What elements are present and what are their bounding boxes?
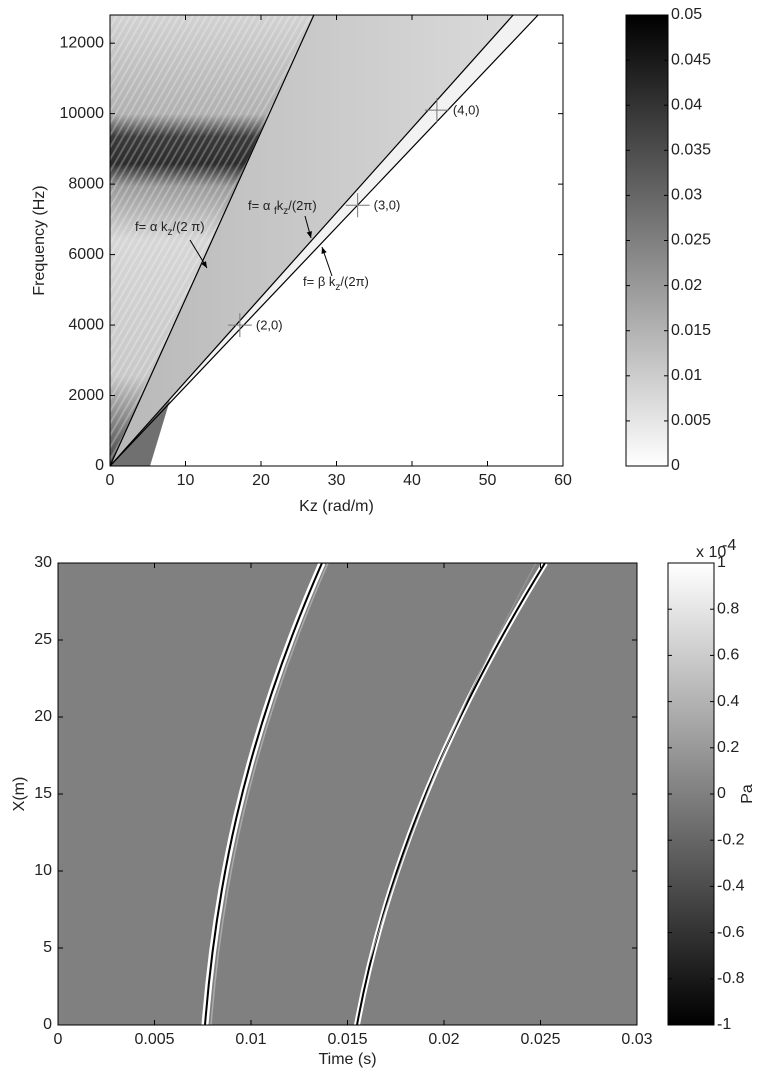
y-tick-label: 25 — [34, 631, 52, 648]
colorbar-tick-label: -0.8 — [717, 970, 745, 987]
spectrum-image — [110, 15, 563, 466]
colorbar-tick-label: 0 — [671, 457, 680, 474]
annotation-text: /(2π) — [340, 274, 368, 289]
colorbar-tick-label: 0.045 — [671, 51, 711, 68]
y-tick-label: 10 — [34, 862, 52, 879]
colorbar-tick-label: 1 — [717, 554, 726, 571]
wavefield-image — [58, 563, 637, 1025]
annotation-text: k — [277, 198, 284, 213]
colorbar-scale: x 10 — [696, 544, 726, 561]
colorbar-tick-label: 0.01 — [671, 367, 702, 384]
colorbar-scale-exponent: -4 — [722, 537, 736, 554]
x-tick-label: 40 — [403, 472, 421, 489]
y-tick-label: 20 — [34, 708, 52, 725]
y-tick-label: 5 — [43, 939, 52, 956]
colorbar-tick-label: 0.025 — [671, 232, 711, 249]
mode-label: (3,0) — [374, 198, 401, 213]
dispersion-line — [110, 15, 315, 466]
arrow-head — [201, 261, 207, 268]
line-group — [110, 15, 315, 466]
y-tick-label: 30 — [34, 554, 52, 571]
arrow-head — [306, 231, 312, 238]
x-tick-label: 0.02 — [428, 1031, 459, 1048]
x-tick-label: 0.015 — [327, 1031, 367, 1048]
y-tick-label: 15 — [34, 785, 52, 802]
x-tick-label: 20 — [252, 472, 270, 489]
y-tick-label: 8000 — [68, 175, 104, 192]
mode-marker — [227, 313, 252, 338]
annotation-text: /(2π) — [288, 198, 316, 213]
colorbar — [667, 562, 715, 1026]
line-group — [110, 15, 514, 466]
mode-label: (4,0) — [453, 103, 480, 118]
x-tick-label: 0.005 — [134, 1031, 174, 1048]
colorbar-label: Pa — [739, 784, 756, 804]
x-tick-label: 0.01 — [235, 1031, 266, 1048]
x-tick-label: 0 — [106, 472, 115, 489]
colorbar-tick-label: 0 — [717, 785, 726, 802]
subscript: z — [167, 227, 172, 238]
subscript: f — [274, 206, 277, 217]
colorbar-tick-label: 0.005 — [671, 412, 711, 429]
colorbar-tick-label: -0.4 — [717, 878, 745, 895]
y-tick-label: 6000 — [68, 246, 104, 263]
x-tick-label: 0 — [54, 1031, 63, 1048]
x-tick-label: 0.025 — [520, 1031, 560, 1048]
colorbar — [625, 14, 669, 467]
arrow-head — [321, 247, 327, 254]
y-axis-label: Frequency (Hz) — [31, 185, 48, 295]
annotation-text: /(2 π) — [172, 219, 204, 234]
colorbar-tick-label: 0.03 — [671, 187, 702, 204]
mode-marker — [345, 193, 370, 218]
colorbar-tick-label: -1 — [717, 1016, 731, 1033]
y-tick-label: 12000 — [60, 34, 105, 51]
colorbar-tick-label: 0.4 — [717, 693, 739, 710]
mode-label: (2,0) — [256, 318, 283, 333]
y-tick-label: 0 — [95, 457, 104, 474]
annotation: f= α fkz/(2π) — [248, 198, 317, 216]
colorbar-tick-label: 0.05 — [671, 6, 702, 23]
y-tick-label: 10000 — [60, 105, 105, 122]
mode-marker — [424, 98, 449, 123]
y-tick-label: 2000 — [68, 387, 104, 404]
colorbar-tick-label: 0.04 — [671, 96, 702, 113]
annotation-text: f= α — [248, 198, 274, 213]
colorbar-tick-label: 0.015 — [671, 322, 711, 339]
line-group — [110, 15, 539, 466]
colorbar-tick-label: -0.6 — [717, 924, 745, 941]
x-tick-label: 10 — [177, 472, 195, 489]
x-tick-label: 50 — [479, 472, 497, 489]
colorbar-tick-label: 0.2 — [717, 739, 739, 756]
subscript: z — [283, 206, 288, 217]
colorbar-tick-label: -0.2 — [717, 831, 745, 848]
y-tick-label: 4000 — [68, 316, 104, 333]
annotation-text: f= β k — [303, 274, 336, 289]
x-axis-label: Time (s) — [318, 1051, 376, 1068]
x-tick-label: 30 — [328, 472, 346, 489]
dispersion-line — [110, 15, 539, 466]
x-axis-label: Kz (rad/m) — [299, 498, 374, 515]
colorbar-tick-label: 0.6 — [717, 647, 739, 664]
annotation-text: f= α k — [135, 219, 168, 234]
colorbar-tick-label: 0.02 — [671, 277, 702, 294]
y-tick-label: 0 — [43, 1016, 52, 1033]
subscript: z — [335, 282, 340, 293]
annotation: f= α kz/(2 π) — [135, 219, 205, 237]
annotation: f= β kz/(2π) — [303, 274, 369, 292]
y-axis-label: X(m) — [11, 777, 28, 812]
colorbar-tick-label: 0.8 — [717, 600, 739, 617]
colorbar-tick-label: 0.035 — [671, 142, 711, 159]
x-tick-label: 0.03 — [621, 1031, 652, 1048]
dispersion-line — [110, 15, 514, 466]
x-tick-label: 60 — [554, 472, 572, 489]
